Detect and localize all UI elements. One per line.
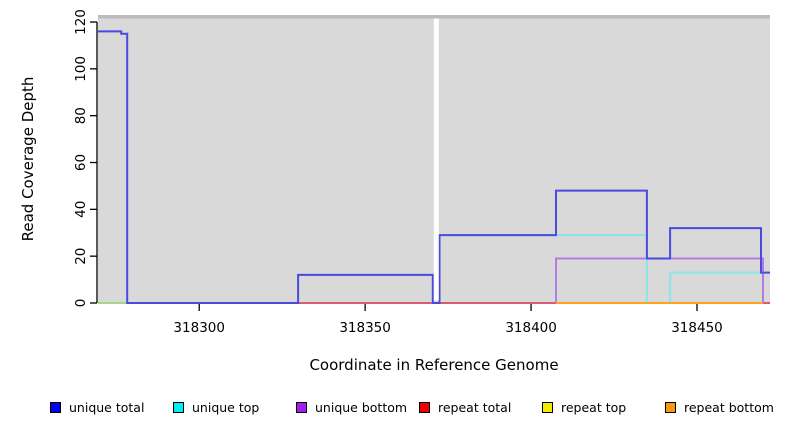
legend-label: unique bottom — [315, 399, 408, 415]
y-tick-label: 0 — [73, 299, 89, 308]
legend-swatch-unique-total — [50, 401, 61, 413]
x-axis-title: Coordinate in Reference Genome — [309, 356, 559, 374]
legend-item-unique-bottom: unique bottom — [296, 398, 407, 416]
legend-swatch-repeat-total — [419, 401, 430, 413]
legend-swatch-repeat-bottom — [665, 401, 676, 413]
x-tick-label: 318300 — [173, 320, 225, 336]
no-data-gap — [433, 18, 439, 301]
y-tick-label: 20 — [73, 248, 89, 265]
legend-label: unique top — [192, 399, 260, 415]
legend-item-repeat-total: repeat total — [419, 398, 511, 416]
y-tick-label: 60 — [73, 154, 89, 171]
legend: unique total unique top unique bottom repea… — [0, 398, 792, 420]
legend-swatch-unique-bottom — [296, 401, 307, 413]
legend-label: repeat total — [438, 399, 512, 415]
legend-label: repeat bottom — [684, 399, 774, 415]
legend-item-repeat-bottom: repeat bottom — [665, 398, 774, 416]
legend-item-unique-top: unique top — [173, 398, 259, 416]
legend-item-unique-total: unique total — [50, 398, 144, 416]
y-tick-label: 40 — [73, 201, 89, 218]
series-line-unique-total — [98, 30, 770, 304]
y-tick-label: 80 — [73, 107, 89, 124]
x-tick-label: 318450 — [671, 320, 723, 336]
y-tick-label: 120 — [73, 9, 89, 35]
legend-swatch-unique-top — [173, 401, 184, 413]
x-tick-label: 318400 — [505, 320, 557, 336]
y-axis-title: Read Coverage Depth — [19, 76, 37, 242]
y-tick-label: 100 — [73, 56, 89, 82]
plot-top-edge — [98, 15, 770, 19]
legend-label: unique total — [69, 399, 145, 415]
x-tick-label: 318350 — [339, 320, 391, 336]
legend-item-repeat-top: repeat top — [542, 398, 626, 416]
legend-label: repeat top — [561, 399, 627, 415]
legend-swatch-repeat-top — [542, 401, 553, 413]
